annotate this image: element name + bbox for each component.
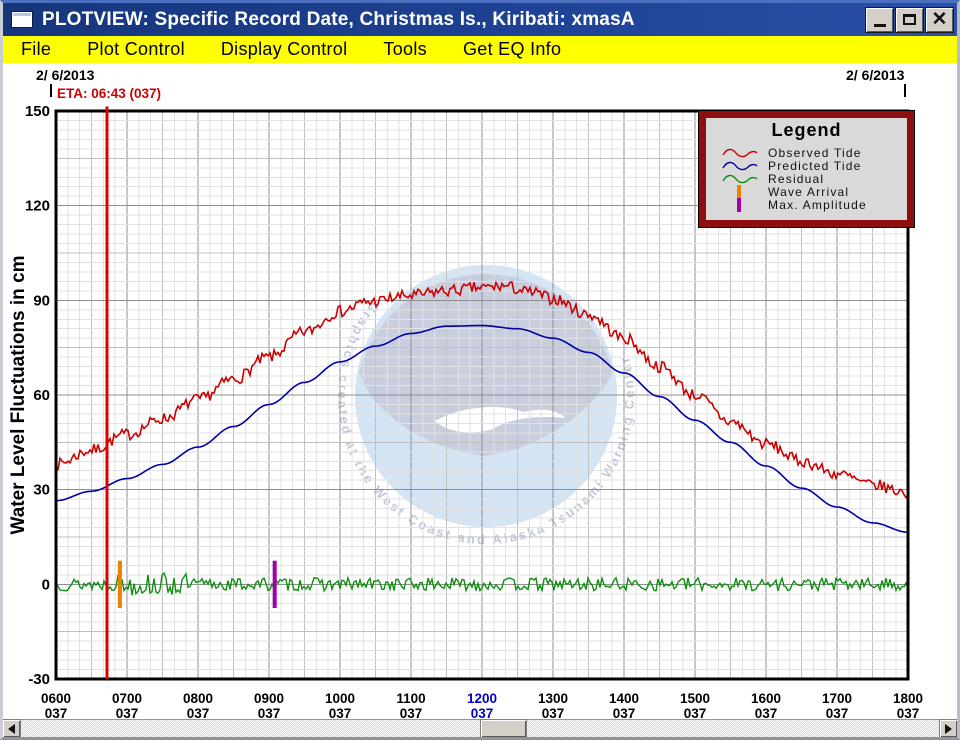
plot-frame (54, 109, 910, 681)
svg-text:037: 037 (45, 706, 68, 720)
menu-item-tools[interactable]: Tools (383, 39, 427, 59)
svg-text:1400: 1400 (609, 691, 639, 706)
date-tick-right (904, 84, 906, 97)
svg-text:-30: -30 (28, 671, 50, 688)
svg-text:1300: 1300 (538, 691, 568, 706)
horizontal-scrollbar[interactable] (3, 719, 957, 737)
svg-text:0800: 0800 (183, 691, 213, 706)
minimize-icon (873, 24, 886, 27)
svg-text:037: 037 (400, 706, 423, 720)
menu-item-display-control[interactable]: Display Control (220, 39, 348, 59)
svg-text:1600: 1600 (751, 691, 781, 706)
y-axis-labels: 150 120 90 60 30 0 -30 (25, 103, 50, 688)
svg-text:037: 037 (755, 706, 778, 720)
svg-text:30: 30 (33, 482, 50, 499)
svg-text:037: 037 (329, 706, 352, 720)
menu-item-file[interactable]: File (21, 39, 52, 59)
legend-item-max-amplitude: Max. Amplitude (706, 197, 907, 212)
svg-text:037: 037 (613, 706, 636, 720)
svg-text:1200: 1200 (467, 691, 497, 706)
menu-bar: File Plot Control Display Control Tools … (3, 36, 957, 63)
scroll-left-button[interactable] (3, 720, 20, 737)
svg-text:0700: 0700 (112, 691, 142, 706)
predicted-tide-line (55, 324, 909, 534)
scroll-right-button[interactable] (940, 720, 957, 737)
legend-item-predicted-tide: Predicted Tide (706, 159, 907, 173)
scrollbar-track[interactable] (20, 720, 940, 737)
svg-text:1500: 1500 (680, 691, 710, 706)
svg-text:150: 150 (25, 103, 50, 120)
legend-rows: Observed Tide Predicted Tide Residual Wa… (706, 146, 907, 212)
legend-item-observed-tide: Observed Tide (706, 146, 907, 160)
wave-arrival-marker (117, 560, 122, 608)
observed-tide-line (55, 280, 909, 499)
date-right: 2/ 6/2013 (846, 67, 905, 83)
svg-text:037: 037 (542, 706, 565, 720)
svg-text:037: 037 (826, 706, 849, 720)
plot-content: Graphics created at the West Coast and A… (3, 63, 957, 737)
wave-arrival-marker-sample (737, 184, 741, 199)
legend-item-residual: Residual (706, 172, 907, 186)
svg-text:037: 037 (471, 706, 494, 720)
svg-text:0: 0 (42, 576, 50, 593)
max-amplitude-marker (272, 560, 277, 608)
scrollbar-thumb[interactable] (481, 720, 526, 737)
x-axis-labels: 0600037070003708000370900037100003711000… (41, 691, 923, 720)
svg-text:120: 120 (25, 198, 50, 215)
svg-text:037: 037 (258, 706, 281, 720)
arrow-left-icon (8, 723, 15, 734)
close-icon: ✕ (931, 9, 948, 30)
minimize-button[interactable] (866, 7, 893, 32)
svg-text:1000: 1000 (325, 691, 355, 706)
legend-item-wave-arrival: Wave Arrival (706, 184, 907, 199)
date-left: 2/ 6/2013 (36, 67, 95, 83)
app-window-icon[interactable] (11, 11, 33, 28)
svg-text:037: 037 (897, 706, 920, 720)
svg-text:037: 037 (116, 706, 139, 720)
residual-line (55, 571, 909, 596)
maximize-button[interactable] (896, 7, 923, 32)
legend-title: Legend (771, 120, 842, 140)
maximize-icon (903, 14, 916, 25)
svg-text:1700: 1700 (822, 691, 852, 706)
svg-text:037: 037 (684, 706, 707, 720)
svg-text:60: 60 (33, 387, 50, 404)
y-axis-title: Water Level Fluctuations in cm (8, 255, 29, 535)
svg-text:90: 90 (33, 292, 50, 309)
residual-line-sample (722, 174, 758, 183)
menu-item-get-eq-info[interactable]: Get EQ Info (462, 39, 562, 59)
svg-text:0600: 0600 (41, 691, 71, 706)
date-tick-left (50, 84, 52, 97)
legend-box: Legend Observed Tide Predicted Tide Resi… (698, 110, 915, 228)
title-bar[interactable]: PLOTVIEW: Specific Record Date, Christma… (3, 3, 957, 36)
menu-item-plot-control[interactable]: Plot Control (87, 39, 185, 59)
grid (55, 110, 909, 680)
close-button[interactable]: ✕ (926, 7, 953, 32)
svg-text:1100: 1100 (396, 691, 425, 706)
predicted-tide-line-sample (722, 161, 758, 170)
svg-text:037: 037 (187, 706, 210, 720)
svg-text:0900: 0900 (254, 691, 284, 706)
observed-tide-line-sample (722, 148, 758, 157)
curves (55, 280, 909, 596)
window-title: PLOTVIEW: Specific Record Date, Christma… (42, 8, 635, 30)
svg-text:1800: 1800 (893, 691, 923, 706)
eta-label: ETA: 06:43 (037) (57, 86, 162, 101)
arrow-right-icon (945, 723, 952, 734)
max-amplitude-marker-sample (737, 197, 741, 212)
window-controls: ✕ (866, 7, 953, 32)
